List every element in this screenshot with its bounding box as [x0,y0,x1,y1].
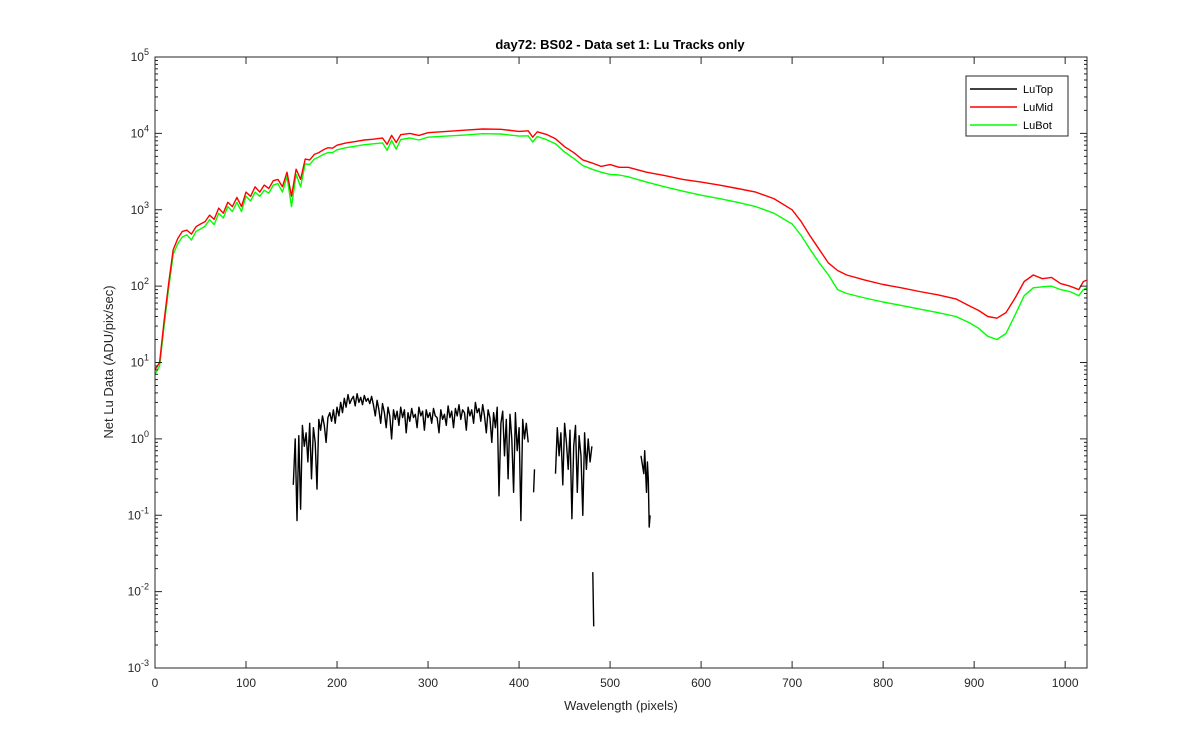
y-tick-label: 101 [131,353,149,370]
legend: LuTop LuMid LuBot [965,75,1069,137]
x-tick-label: 600 [691,676,711,690]
x-tick-label: 400 [509,676,529,690]
x-axis-label: Wavelength (pixels) [564,698,678,713]
series-line-lutop-segment-4 [592,572,595,627]
y-axis-label: Net Lu Data (ADU/pix/sec) [101,285,116,438]
legend-label-lutop: LuTop [1023,84,1053,96]
y-tick-label: 10-2 [128,582,149,599]
plot-lines [154,128,1088,627]
x-tick-label: 100 [236,676,256,690]
y-tick-label: 10-3 [128,658,149,675]
y-tick-label: 10-1 [128,505,149,522]
series-line-lutop-segment-3 [554,422,593,520]
x-tick-label: 300 [418,676,438,690]
x-tick-label: 1000 [1052,676,1079,690]
series-line-lutop-segment-1 [292,393,529,522]
legend-box [965,75,1069,137]
y-tick-label: 100 [131,429,149,446]
series-line-lutop-segment-5 [640,450,651,528]
x-tick-label: 500 [600,676,620,690]
x-tick-label: 800 [873,676,893,690]
legend-label-lumid: LuMid [1023,102,1053,114]
series-line-lumid [154,128,1088,371]
x-tick-label: 700 [782,676,802,690]
legend-label-lubot: LuBot [1023,120,1052,132]
x-tick-label: 0 [152,676,159,690]
y-tick-label: 104 [131,123,149,140]
x-tick-label: 900 [964,676,984,690]
y-tick-label: 105 [131,47,149,64]
y-tick-label: 103 [131,200,149,217]
y-tick-label: 102 [131,276,149,293]
series-line-lubot [154,133,1088,375]
series-line-lutop-segment-2 [532,469,536,493]
x-tick-label: 200 [327,676,347,690]
axis-ticks: 0 100 200 300 400 500 600 700 800 900 1000 10-3 10-2… [128,47,1087,690]
chart-title: day72: BS02 - Data set 1: Lu Tracks only [495,37,745,52]
